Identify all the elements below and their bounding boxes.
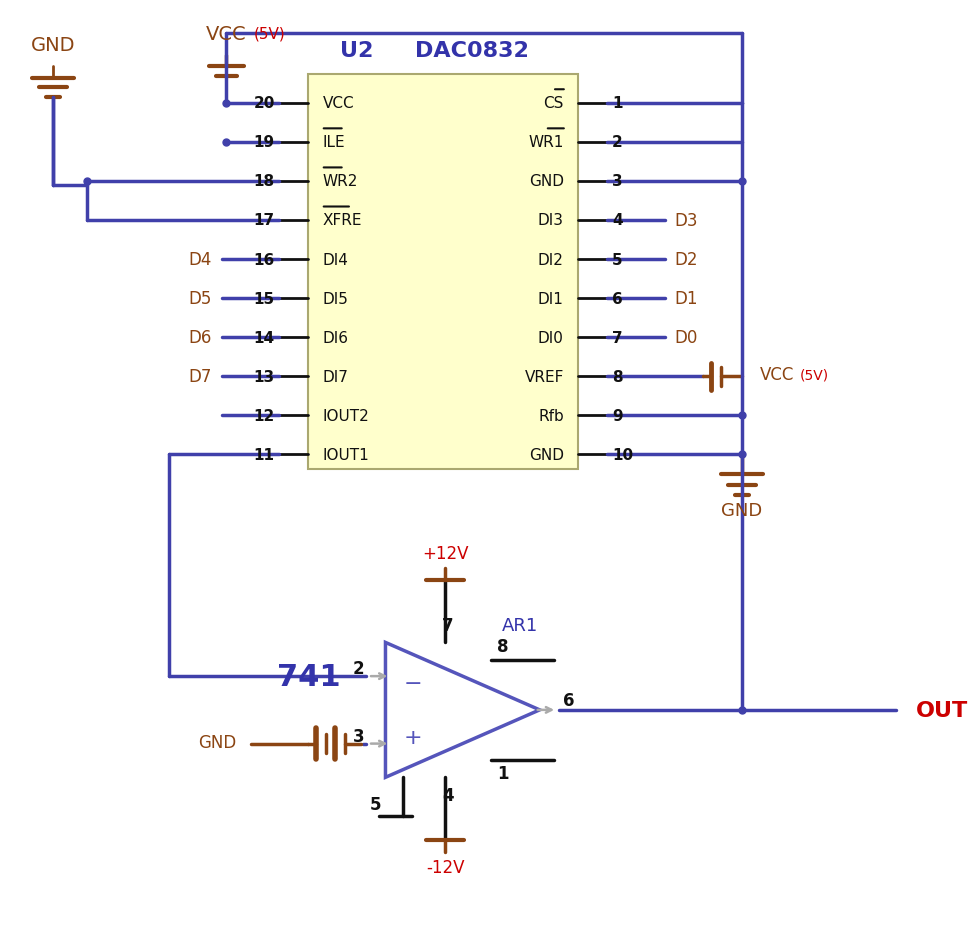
Text: VCC: VCC — [323, 96, 355, 111]
Text: (5V): (5V) — [799, 368, 828, 382]
Text: 20: 20 — [253, 96, 274, 111]
Text: 3: 3 — [612, 174, 622, 189]
Text: VREF: VREF — [524, 370, 564, 385]
Text: 2: 2 — [353, 660, 364, 678]
Text: CS: CS — [544, 96, 564, 111]
Text: XFRE: XFRE — [323, 213, 362, 228]
Text: VCC: VCC — [206, 25, 247, 44]
Text: DI5: DI5 — [323, 291, 349, 306]
Text: 8: 8 — [612, 370, 622, 385]
Text: D0: D0 — [674, 329, 698, 347]
Text: GND: GND — [31, 37, 76, 55]
Text: GND: GND — [198, 733, 236, 751]
Text: GND: GND — [529, 447, 564, 462]
Text: 8: 8 — [497, 637, 509, 655]
Text: OUT: OUT — [916, 700, 968, 720]
Text: −: − — [403, 673, 422, 694]
Text: AR1: AR1 — [502, 617, 539, 635]
Text: D5: D5 — [189, 290, 212, 308]
Text: D3: D3 — [674, 212, 698, 229]
Text: +12V: +12V — [422, 544, 468, 563]
Text: 18: 18 — [254, 174, 274, 189]
Text: 1: 1 — [497, 765, 509, 782]
Text: DI0: DI0 — [538, 330, 564, 345]
Text: 741: 741 — [276, 662, 340, 691]
Text: D2: D2 — [674, 251, 698, 269]
Text: D4: D4 — [189, 251, 212, 269]
Text: 15: 15 — [254, 291, 274, 306]
Text: 7: 7 — [612, 330, 622, 345]
Text: 17: 17 — [254, 213, 274, 228]
Text: 1: 1 — [612, 96, 622, 111]
Text: VCC: VCC — [760, 366, 794, 384]
Text: DI2: DI2 — [538, 253, 564, 268]
Text: 7: 7 — [442, 617, 453, 635]
Text: 6: 6 — [563, 692, 575, 709]
Text: 11: 11 — [254, 447, 274, 462]
Text: 6: 6 — [612, 291, 623, 306]
Text: ILE: ILE — [323, 135, 346, 150]
Text: 9: 9 — [612, 408, 622, 423]
Text: DI1: DI1 — [538, 291, 564, 306]
Text: 3: 3 — [353, 727, 364, 745]
Text: U2: U2 — [340, 40, 373, 61]
Text: DI4: DI4 — [323, 253, 349, 268]
Text: DI7: DI7 — [323, 370, 349, 385]
Text: +: + — [403, 727, 422, 747]
Text: DAC0832: DAC0832 — [416, 40, 529, 61]
Text: -12V: -12V — [426, 858, 464, 876]
FancyBboxPatch shape — [308, 75, 578, 470]
Text: GND: GND — [721, 502, 763, 519]
Text: 5: 5 — [370, 796, 382, 813]
Text: 12: 12 — [254, 408, 274, 423]
Text: GND: GND — [529, 174, 564, 189]
Text: Rfb: Rfb — [538, 408, 564, 423]
Text: D7: D7 — [189, 368, 212, 386]
Text: 16: 16 — [254, 253, 274, 268]
Text: 4: 4 — [612, 213, 622, 228]
Text: IOUT1: IOUT1 — [323, 447, 369, 462]
Text: D6: D6 — [189, 329, 212, 347]
Text: DI3: DI3 — [538, 213, 564, 228]
Text: 19: 19 — [254, 135, 274, 150]
Text: 14: 14 — [254, 330, 274, 345]
Text: DI6: DI6 — [323, 330, 349, 345]
Text: WR2: WR2 — [323, 174, 359, 189]
Text: D1: D1 — [674, 290, 698, 308]
Text: IOUT2: IOUT2 — [323, 408, 369, 423]
Text: 10: 10 — [612, 447, 633, 462]
Text: 4: 4 — [442, 786, 453, 804]
Text: 5: 5 — [612, 253, 622, 268]
Text: 13: 13 — [254, 370, 274, 385]
Text: (5V): (5V) — [254, 27, 286, 42]
Text: 2: 2 — [612, 135, 623, 150]
Text: WR1: WR1 — [528, 135, 564, 150]
